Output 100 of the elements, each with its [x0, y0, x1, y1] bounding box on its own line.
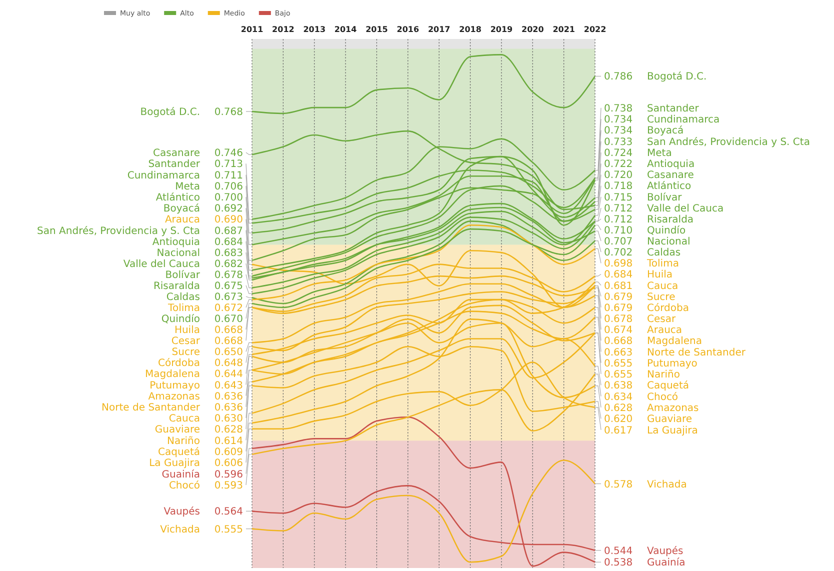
text: Putumayo	[647, 358, 698, 370]
data-label: 0.687	[214, 226, 243, 237]
text: Casanare	[153, 148, 200, 159]
text: Magdalena	[647, 336, 702, 348]
data-label: 0.746	[214, 148, 243, 159]
text: Córdoba	[647, 302, 689, 314]
text: Sucre	[647, 292, 676, 303]
text: Tolima	[167, 303, 200, 314]
x-tick-label: 2019	[490, 25, 514, 34]
text: Nacional	[156, 248, 200, 259]
data-label: 0.682	[214, 258, 243, 270]
data-label: 0.678	[604, 314, 633, 325]
x-tick-label: 2021	[552, 25, 576, 34]
text: Putumayo	[150, 380, 200, 392]
text: Antioquia	[647, 159, 695, 170]
text: Cesar	[171, 336, 200, 348]
text: Arauca	[164, 214, 200, 226]
data-label: 0.712	[604, 203, 633, 214]
data-label: 0.692	[214, 204, 243, 215]
data-label: 0.634	[604, 392, 633, 403]
text: San Andrés, Providencia y S. Cta	[37, 226, 200, 237]
text: Amazonas	[148, 391, 200, 402]
x-tick-label: 2016	[396, 25, 420, 34]
text: Chocó	[168, 480, 200, 492]
data-label: 0.710	[604, 226, 633, 236]
data-label: 0.564	[214, 506, 243, 518]
text: Valle del Cauca	[123, 258, 200, 270]
data-label: 0.663	[604, 347, 633, 358]
x-tick-label: 2011	[240, 25, 264, 34]
x-tick-label: 2022	[584, 25, 606, 34]
data-label: 0.593	[214, 480, 243, 492]
text: Vaupés	[647, 546, 684, 557]
text: Santander	[148, 159, 201, 170]
text: Nacional	[647, 236, 690, 248]
text: Atlántico	[156, 192, 200, 204]
data-label: 0.684	[214, 236, 243, 248]
text: Bolívar	[165, 270, 201, 281]
text: Vichada	[647, 479, 687, 490]
data-label: 0.668	[214, 325, 243, 336]
data-label: 0.712	[604, 214, 633, 226]
text: Magdalena	[145, 369, 200, 380]
text: La Guajira	[149, 458, 200, 470]
text: Risaralda	[153, 280, 200, 292]
text: Arauca	[647, 325, 682, 336]
data-label: 0.668	[214, 336, 243, 348]
data-label: 0.655	[604, 369, 633, 380]
data-label: 0.734	[604, 126, 633, 137]
text: Bogotá D.C.	[647, 72, 707, 83]
data-label: 0.690	[214, 214, 243, 226]
text: Guaviare	[647, 414, 692, 426]
text: Caquetá	[158, 446, 200, 458]
data-label: 0.702	[604, 248, 633, 259]
text: Norte de Santander	[102, 402, 200, 414]
data-label: 0.617	[604, 425, 633, 436]
text: Norte de Santander	[647, 347, 746, 358]
data-label: 0.675	[214, 280, 243, 292]
text: Chocó	[647, 392, 678, 403]
data-label: 0.738	[604, 103, 633, 114]
data-label: 0.628	[604, 402, 633, 414]
x-tick-label: 2014	[334, 25, 358, 34]
data-label: 0.614	[214, 436, 243, 447]
data-label: 0.678	[214, 270, 243, 281]
data-label: 0.672	[214, 303, 243, 314]
text: Caldas	[166, 292, 200, 303]
data-label: 0.768	[214, 106, 243, 118]
data-label: 0.670	[214, 314, 243, 326]
text: Cauca	[647, 280, 678, 292]
data-label: 0.673	[214, 292, 243, 303]
text: Sucre	[172, 347, 200, 358]
text: Boyacá	[163, 204, 200, 215]
data-label: 0.724	[604, 148, 633, 159]
data-label: 0.630	[214, 414, 243, 425]
x-tick-label: 2017	[428, 25, 450, 34]
data-label: 0.786	[604, 72, 633, 83]
data-label: 0.733	[604, 136, 633, 148]
text: Caquetá	[647, 380, 689, 392]
x-tick-label: 2012	[272, 25, 294, 34]
x-tick-label: 2015	[366, 25, 388, 34]
data-label: 0.711	[214, 170, 243, 182]
data-label: 0.606	[214, 458, 243, 470]
data-label: 0.643	[214, 380, 243, 392]
data-label: 0.538	[604, 558, 633, 569]
text: Meta	[647, 148, 672, 159]
data-label: 0.722	[604, 159, 633, 170]
data-label: 0.718	[604, 181, 633, 192]
text: Nariño	[167, 436, 200, 447]
data-label: 0.636	[214, 402, 243, 414]
text: Vichada	[160, 524, 200, 536]
text: La Guajira	[647, 425, 698, 436]
text: Tolima	[647, 258, 679, 270]
data-label: 0.674	[604, 325, 633, 336]
data-label: 0.596	[214, 469, 243, 480]
data-label: 0.620	[604, 414, 633, 426]
data-label: 0.628	[214, 424, 243, 436]
data-label: 0.734	[604, 114, 633, 126]
text: Quindío	[161, 314, 200, 326]
text: Cundinamarca	[647, 114, 720, 126]
x-tick-label: 2020	[522, 25, 544, 34]
text: Valle del Cauca	[647, 203, 724, 214]
data-label: 0.700	[214, 192, 243, 204]
